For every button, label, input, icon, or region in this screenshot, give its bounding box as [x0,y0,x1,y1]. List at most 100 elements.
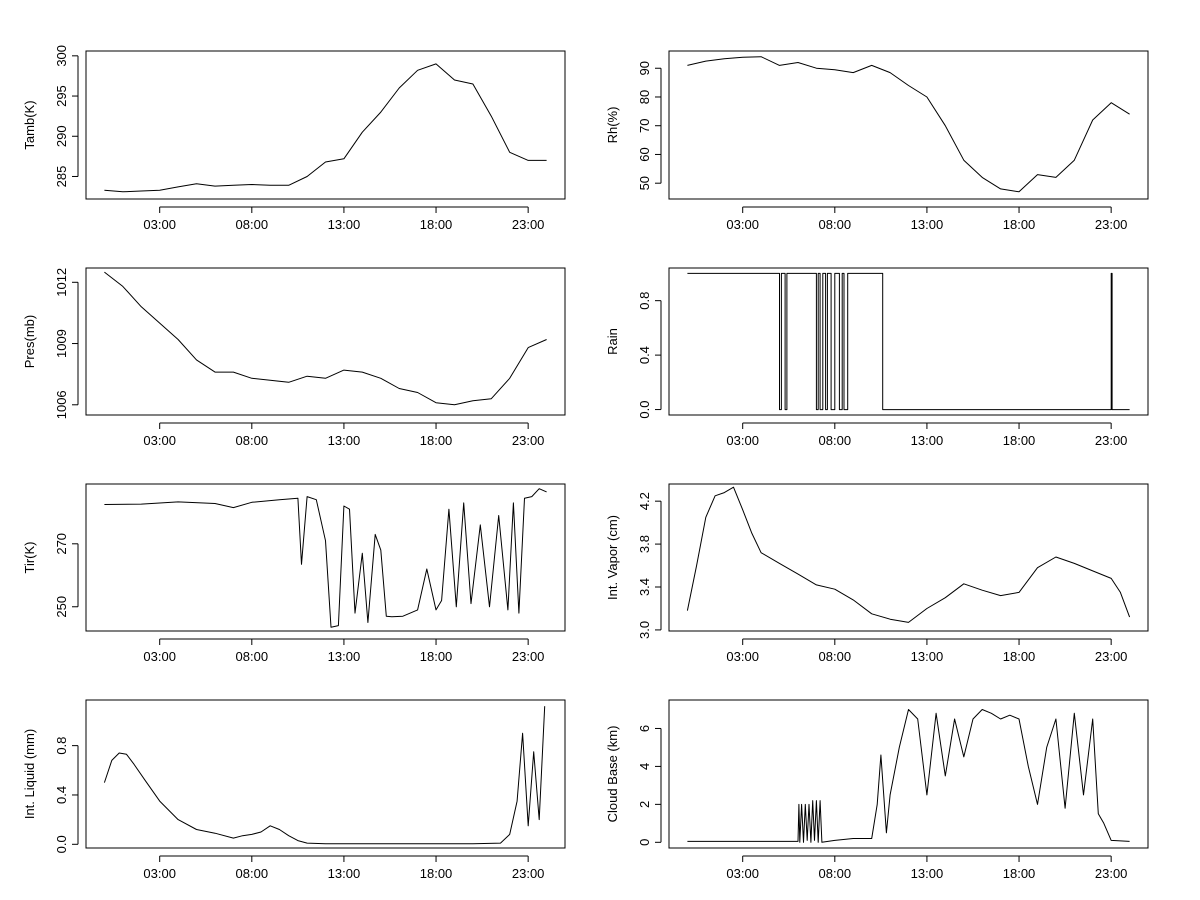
x-tick-label: 03:00 [143,217,176,232]
y-tick-label: 1006 [54,390,69,419]
x-tick-label: 13:00 [911,649,944,664]
x-tick-label: 08:00 [236,433,269,448]
x-tick-label: 03:00 [143,866,176,881]
panel-2: 03:00 08:00 13:00 18:00 23:00 1006 1009 1012 Pre… [22,267,566,448]
x-tick-label: 18:00 [1003,217,1036,232]
y-tick-label: 0.4 [637,346,652,364]
x-tick-label: 23:00 [512,217,545,232]
x-tick-label: 23:00 [1095,217,1128,232]
y-tick-label: 4 [637,763,652,770]
x-tick-label: 23:00 [1095,433,1128,448]
x-tick-label: 18:00 [420,433,453,448]
y-tick-label: 60 [637,147,652,161]
x-tick-label: 13:00 [911,866,944,881]
plot-frame [668,483,1149,632]
x-tick-label: 18:00 [420,866,453,881]
x-tick-label: 03:00 [726,217,759,232]
x-tick-label: 13:00 [911,433,944,448]
x-tick-label: 13:00 [328,649,361,664]
y-axis-label: Tir(K) [22,541,37,573]
x-tick-label: 13:00 [911,217,944,232]
plot-frame [668,699,1149,849]
x-tick-label: 13:00 [328,866,361,881]
series-line [687,56,1130,193]
x-tick-label: 18:00 [420,217,453,232]
x-tick-label: 08:00 [236,217,269,232]
y-tick-label: 1012 [54,268,69,297]
panel-7: 03:00 08:00 13:00 18:00 23:00 0 2 4 6 Cloud Base … [605,699,1149,881]
series-line [103,706,546,845]
plot-frame [85,483,566,632]
y-tick-label: 3.0 [637,621,652,639]
x-tick-label: 18:00 [1003,649,1036,664]
panel-3: 03:00 08:00 13:00 18:00 23:00 0.0 0.4 0.8 Rain [605,267,1149,448]
panel-5: 03:00 08:00 13:00 18:00 23:00 3.0 3.4 3.8 4.2 Int… [605,483,1149,664]
y-tick-label: 0 [637,839,652,846]
y-tick-label: 80 [637,90,652,104]
panel-4: 03:00 08:00 13:00 18:00 23:00 250 270 Tir(K) [22,483,566,664]
y-axis-label: Rain [605,328,620,355]
y-tick-label: 295 [54,85,69,107]
x-tick-label: 03:00 [726,433,759,448]
y-axis-label: Int. Liquid (mm) [22,729,37,819]
y-tick-label: 0.0 [54,835,69,853]
y-axis-label: Int. Vapor (cm) [605,515,620,600]
x-tick-label: 03:00 [143,433,176,448]
panel-1: 03:00 08:00 13:00 18:00 23:00 50 60 70 80 90 Rh(%) [605,50,1149,232]
y-tick-label: 300 [54,45,69,67]
x-tick-label: 03:00 [726,866,759,881]
y-tick-label: 4.2 [637,492,652,510]
y-tick-label: 0.4 [54,786,69,804]
series-line [687,272,1130,411]
y-tick-label: 0.0 [637,401,652,419]
x-tick-label: 23:00 [512,649,545,664]
y-tick-label: 50 [637,176,652,190]
y-axis-label: Tamb(K) [22,100,37,149]
series-line [104,271,547,406]
panel-0: 03:00 08:00 13:00 18:00 23:00 285 290 295 300 Tam… [22,45,566,232]
x-tick-label: 08:00 [819,866,852,881]
x-tick-label: 08:00 [819,649,852,664]
y-tick-label: 90 [637,61,652,75]
plot-frame [668,50,1149,200]
series-line [104,63,547,193]
x-tick-label: 18:00 [1003,433,1036,448]
x-tick-label: 08:00 [819,217,852,232]
plot-frame [85,699,566,849]
y-tick-label: 2 [637,801,652,808]
panel-6: 03:00 08:00 13:00 18:00 23:00 0.0 0.4 0.8 Int. L… [22,699,566,881]
y-axis-label: Pres(mb) [22,315,37,368]
x-tick-label: 18:00 [1003,866,1036,881]
x-tick-label: 23:00 [512,866,545,881]
plot-frame [668,267,1149,416]
x-tick-label: 13:00 [328,433,361,448]
x-tick-label: 13:00 [328,217,361,232]
x-tick-label: 03:00 [143,649,176,664]
y-tick-label: 0.8 [637,292,652,310]
y-tick-label: 3.4 [637,578,652,596]
x-tick-label: 08:00 [236,649,269,664]
series-line [104,488,547,628]
plot-frame [85,50,566,200]
y-tick-label: 285 [54,166,69,188]
y-tick-label: 290 [54,125,69,147]
y-tick-label: 0.8 [54,737,69,755]
x-tick-label: 08:00 [236,866,269,881]
x-tick-label: 23:00 [1095,866,1128,881]
y-tick-label: 1009 [54,329,69,358]
x-tick-label: 03:00 [726,649,759,664]
plot-frame [85,267,566,416]
x-tick-label: 08:00 [819,433,852,448]
y-tick-label: 270 [54,533,69,555]
y-axis-label: Cloud Base (km) [605,726,620,823]
x-tick-label: 23:00 [1095,649,1128,664]
y-axis-label: Rh(%) [605,107,620,144]
x-tick-label: 23:00 [512,433,545,448]
series-line [687,709,1130,843]
y-tick-label: 6 [637,725,652,732]
y-tick-label: 70 [637,118,652,132]
series-line [686,486,1131,623]
y-tick-label: 250 [54,596,69,618]
y-tick-label: 3.8 [637,535,652,553]
